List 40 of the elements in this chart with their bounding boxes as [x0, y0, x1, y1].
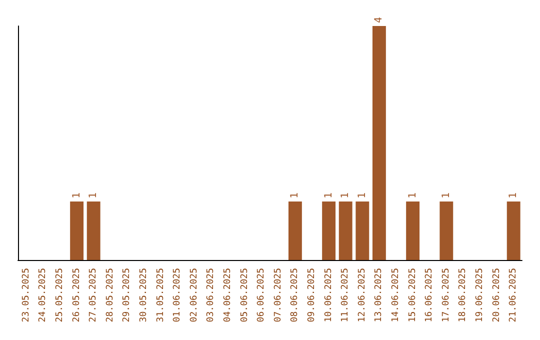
- x-tick-label: 25.05.2025: [55, 268, 65, 322]
- data-label: 1: [407, 192, 418, 198]
- x-tick-label: 20.06.2025: [492, 268, 502, 322]
- x-tick-label: 27.05.2025: [88, 268, 99, 322]
- data-label: 1: [323, 192, 334, 198]
- x-tick-label: 29.05.2025: [122, 268, 132, 322]
- x-tick-label: 15.06.2025: [408, 268, 418, 322]
- data-label: 1: [71, 192, 82, 198]
- data-label: 1: [290, 192, 301, 198]
- x-tick-label: 05.06.2025: [240, 268, 250, 322]
- data-label: 1: [88, 192, 100, 198]
- x-tick-label: 09.06.2025: [307, 268, 317, 322]
- x-tick-label: 19.06.2025: [475, 268, 485, 322]
- data-label: 1: [340, 192, 352, 198]
- x-tick-label: 02.06.2025: [189, 268, 200, 322]
- x-tick-label: 23.05.2025: [21, 268, 32, 322]
- x-tick-label: 18.06.2025: [458, 268, 468, 322]
- x-tick-label: 01.06.2025: [172, 268, 183, 322]
- x-tick-label: 12.06.2025: [357, 268, 368, 322]
- x-tick-label: 17.06.2025: [441, 268, 452, 322]
- data-label: 1: [508, 192, 520, 198]
- x-tick-label: 06.06.2025: [256, 268, 267, 322]
- x-tick-label: 11.06.2025: [340, 268, 351, 322]
- x-tick-label: 07.06.2025: [273, 268, 284, 322]
- x-tick-label: 13.06.2025: [374, 268, 384, 322]
- x-tick-label: 08.06.2025: [290, 268, 300, 322]
- x-tick-label: 21.06.2025: [508, 268, 519, 322]
- x-tick-label: 24.05.2025: [38, 268, 48, 322]
- x-tick-label: 31.05.2025: [156, 268, 166, 322]
- data-label: 1: [440, 192, 452, 198]
- x-tick-label: 14.06.2025: [391, 268, 401, 322]
- x-tick-label: 16.06.2025: [424, 268, 435, 322]
- x-tick-label: 28.05.2025: [105, 268, 116, 322]
- data-label: 1: [356, 192, 368, 198]
- x-tick-label: 30.05.2025: [139, 268, 149, 322]
- x-tick-label: 10.06.2025: [324, 268, 334, 322]
- data-label: 4: [374, 16, 385, 23]
- x-tick-label: 26.05.2025: [72, 268, 82, 322]
- x-tick-label: 04.06.2025: [223, 268, 233, 322]
- x-tick-label: 03.06.2025: [206, 268, 216, 322]
